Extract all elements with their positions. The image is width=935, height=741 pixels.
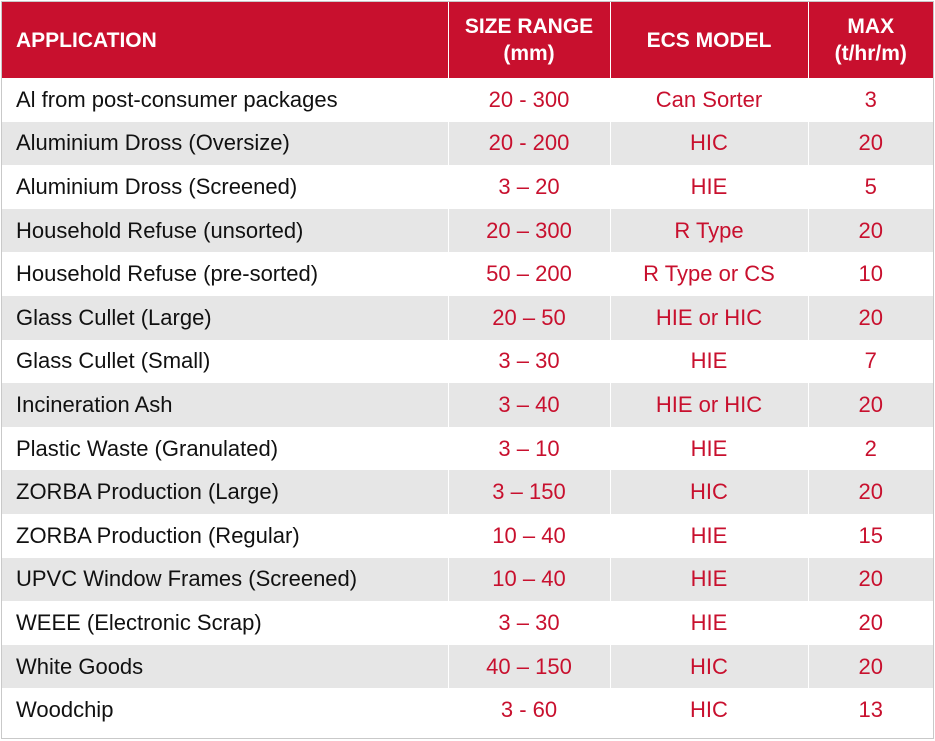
header-application: APPLICATION: [2, 2, 448, 78]
cell-size-range: 3 – 40: [447, 383, 610, 427]
cell-size-range: 20 - 300: [447, 78, 610, 122]
table-header: APPLICATION SIZE RANGE (mm) ECS MODEL MA…: [2, 2, 933, 78]
cell-max: 7: [807, 339, 933, 384]
cell-size-range: 40 – 150: [447, 644, 610, 689]
cell-max: 3: [807, 78, 933, 122]
cell-ecs-model: HIE: [609, 339, 808, 384]
cell-size-range: 3 – 150: [447, 470, 610, 514]
cell-size-range: 3 – 10: [447, 426, 610, 471]
cell-ecs-model: HIE: [609, 513, 808, 558]
header-size-range-line2: (mm): [503, 42, 555, 65]
header-size-range-line1: SIZE RANGE: [464, 15, 594, 38]
cell-max: 20: [807, 383, 933, 427]
cell-ecs-model: HIC: [609, 121, 808, 166]
cell-application: ZORBA Production (Regular): [16, 522, 300, 548]
cell-size-range: 50 – 200: [447, 252, 610, 296]
cell-max: 20: [807, 470, 933, 514]
table-row: Al from post-consumer packages 20 - 300 Ca…: [2, 78, 933, 122]
header-row: APPLICATION SIZE RANGE (mm) ECS MODEL MA…: [2, 2, 933, 78]
cell-max: 5: [807, 165, 933, 209]
table-row: Household Refuse (pre-sorted) 50 – 200 R T…: [2, 252, 933, 296]
cell-application: Incineration Ash: [16, 391, 173, 417]
cell-size-range: 3 - 60: [447, 688, 610, 732]
cell-size-range: 10 – 40: [447, 513, 610, 558]
cell-ecs-model: HIE: [609, 426, 808, 471]
cell-ecs-model: HIE: [609, 165, 808, 209]
cell-ecs-model: HIC: [609, 688, 808, 732]
table-row: Plastic Waste (Granulated) 3 – 10 HIE 2: [2, 426, 933, 471]
table-row: White Goods 40 – 150 HIC 20: [2, 644, 933, 689]
cell-application: UPVC Window Frames (Screened): [16, 566, 358, 592]
cell-ecs-model: HIE or HIC: [609, 383, 808, 427]
cell-size-range: 20 – 300: [447, 208, 610, 253]
cell-application: Glass Cullet (Small): [16, 348, 211, 374]
cell-application: Aluminium Dross (Oversize): [16, 130, 290, 156]
cell-ecs-model: R Type: [609, 208, 808, 253]
cell-ecs-model: HIC: [609, 644, 808, 689]
table-row: Glass Cullet (Large) 20 – 50 HIE or HIC 20: [2, 295, 933, 340]
header-ecs-model: ECS MODEL: [609, 2, 808, 78]
cell-ecs-model: HIE: [609, 557, 808, 602]
cell-size-range: 3 – 30: [447, 339, 610, 384]
cell-application: WEEE (Electronic Scrap): [16, 609, 262, 635]
cell-size-range: 20 - 200: [447, 121, 610, 166]
cell-max: 20: [807, 121, 933, 166]
table-body: Al from post-consumer packages 20 - 300 Ca…: [2, 78, 933, 732]
table-row: Aluminium Dross (Screened) 3 – 20 HIE 5: [2, 165, 933, 209]
cell-max: 20: [807, 295, 933, 340]
cell-application: Aluminium Dross (Screened): [16, 173, 298, 199]
cell-max: 15: [807, 513, 933, 558]
cell-max: 13: [807, 688, 933, 732]
table-row: WEEE (Electronic Scrap) 3 – 30 HIE 20: [2, 601, 933, 645]
cell-ecs-model: HIC: [609, 470, 808, 514]
cell-ecs-model: R Type or CS: [609, 252, 808, 296]
cell-size-range: 20 – 50: [447, 295, 610, 340]
table-row: ZORBA Production (Large) 3 – 150 HIC 20: [2, 470, 933, 514]
cell-max: 20: [807, 208, 933, 253]
header-size-range: SIZE RANGE (mm): [447, 2, 610, 78]
cell-application: Glass Cullet (Large): [16, 304, 212, 330]
cell-application: Woodchip: [16, 697, 114, 723]
cell-application: Household Refuse (pre-sorted): [16, 261, 319, 287]
cell-application: White Goods: [16, 653, 144, 679]
table-row: Household Refuse (unsorted) 20 – 300 R Typ…: [2, 208, 933, 253]
cell-max: 20: [807, 644, 933, 689]
cell-max: 10: [807, 252, 933, 296]
cell-size-range: 10 – 40: [447, 557, 610, 602]
cell-ecs-model: HIE or HIC: [609, 295, 808, 340]
cell-application: Household Refuse (unsorted): [16, 217, 304, 243]
cell-ecs-model: HIE: [609, 601, 808, 645]
cell-size-range: 3 – 20: [447, 165, 610, 209]
cell-max: 20: [807, 557, 933, 602]
cell-ecs-model: Can Sorter: [609, 78, 808, 122]
table-row: ZORBA Production (Regular) 10 – 40 HIE 15: [2, 513, 933, 558]
cell-application: ZORBA Production (Large): [16, 479, 279, 505]
table-row: Aluminium Dross (Oversize) 20 - 200 HIC 20: [2, 121, 933, 166]
cell-max: 2: [807, 426, 933, 471]
header-max: MAX (t/hr/m): [807, 2, 933, 78]
cell-application: Plastic Waste (Granulated): [16, 435, 279, 461]
header-max-line1: MAX: [847, 15, 895, 38]
table-row: UPVC Window Frames (Screened) 10 – 40 HIE 2…: [2, 557, 933, 602]
cell-max: 20: [807, 601, 933, 645]
table-row: Glass Cullet (Small) 3 – 30 HIE 7: [2, 339, 933, 384]
table-row: Woodchip 3 - 60 HIC 13: [2, 688, 933, 732]
cell-application: Al from post-consumer packages: [16, 86, 338, 112]
cell-size-range: 3 – 30: [447, 601, 610, 645]
table-row: Incineration Ash 3 – 40 HIE or HIC 20: [2, 383, 933, 427]
header-max-line2: (t/hr/m): [834, 42, 907, 65]
